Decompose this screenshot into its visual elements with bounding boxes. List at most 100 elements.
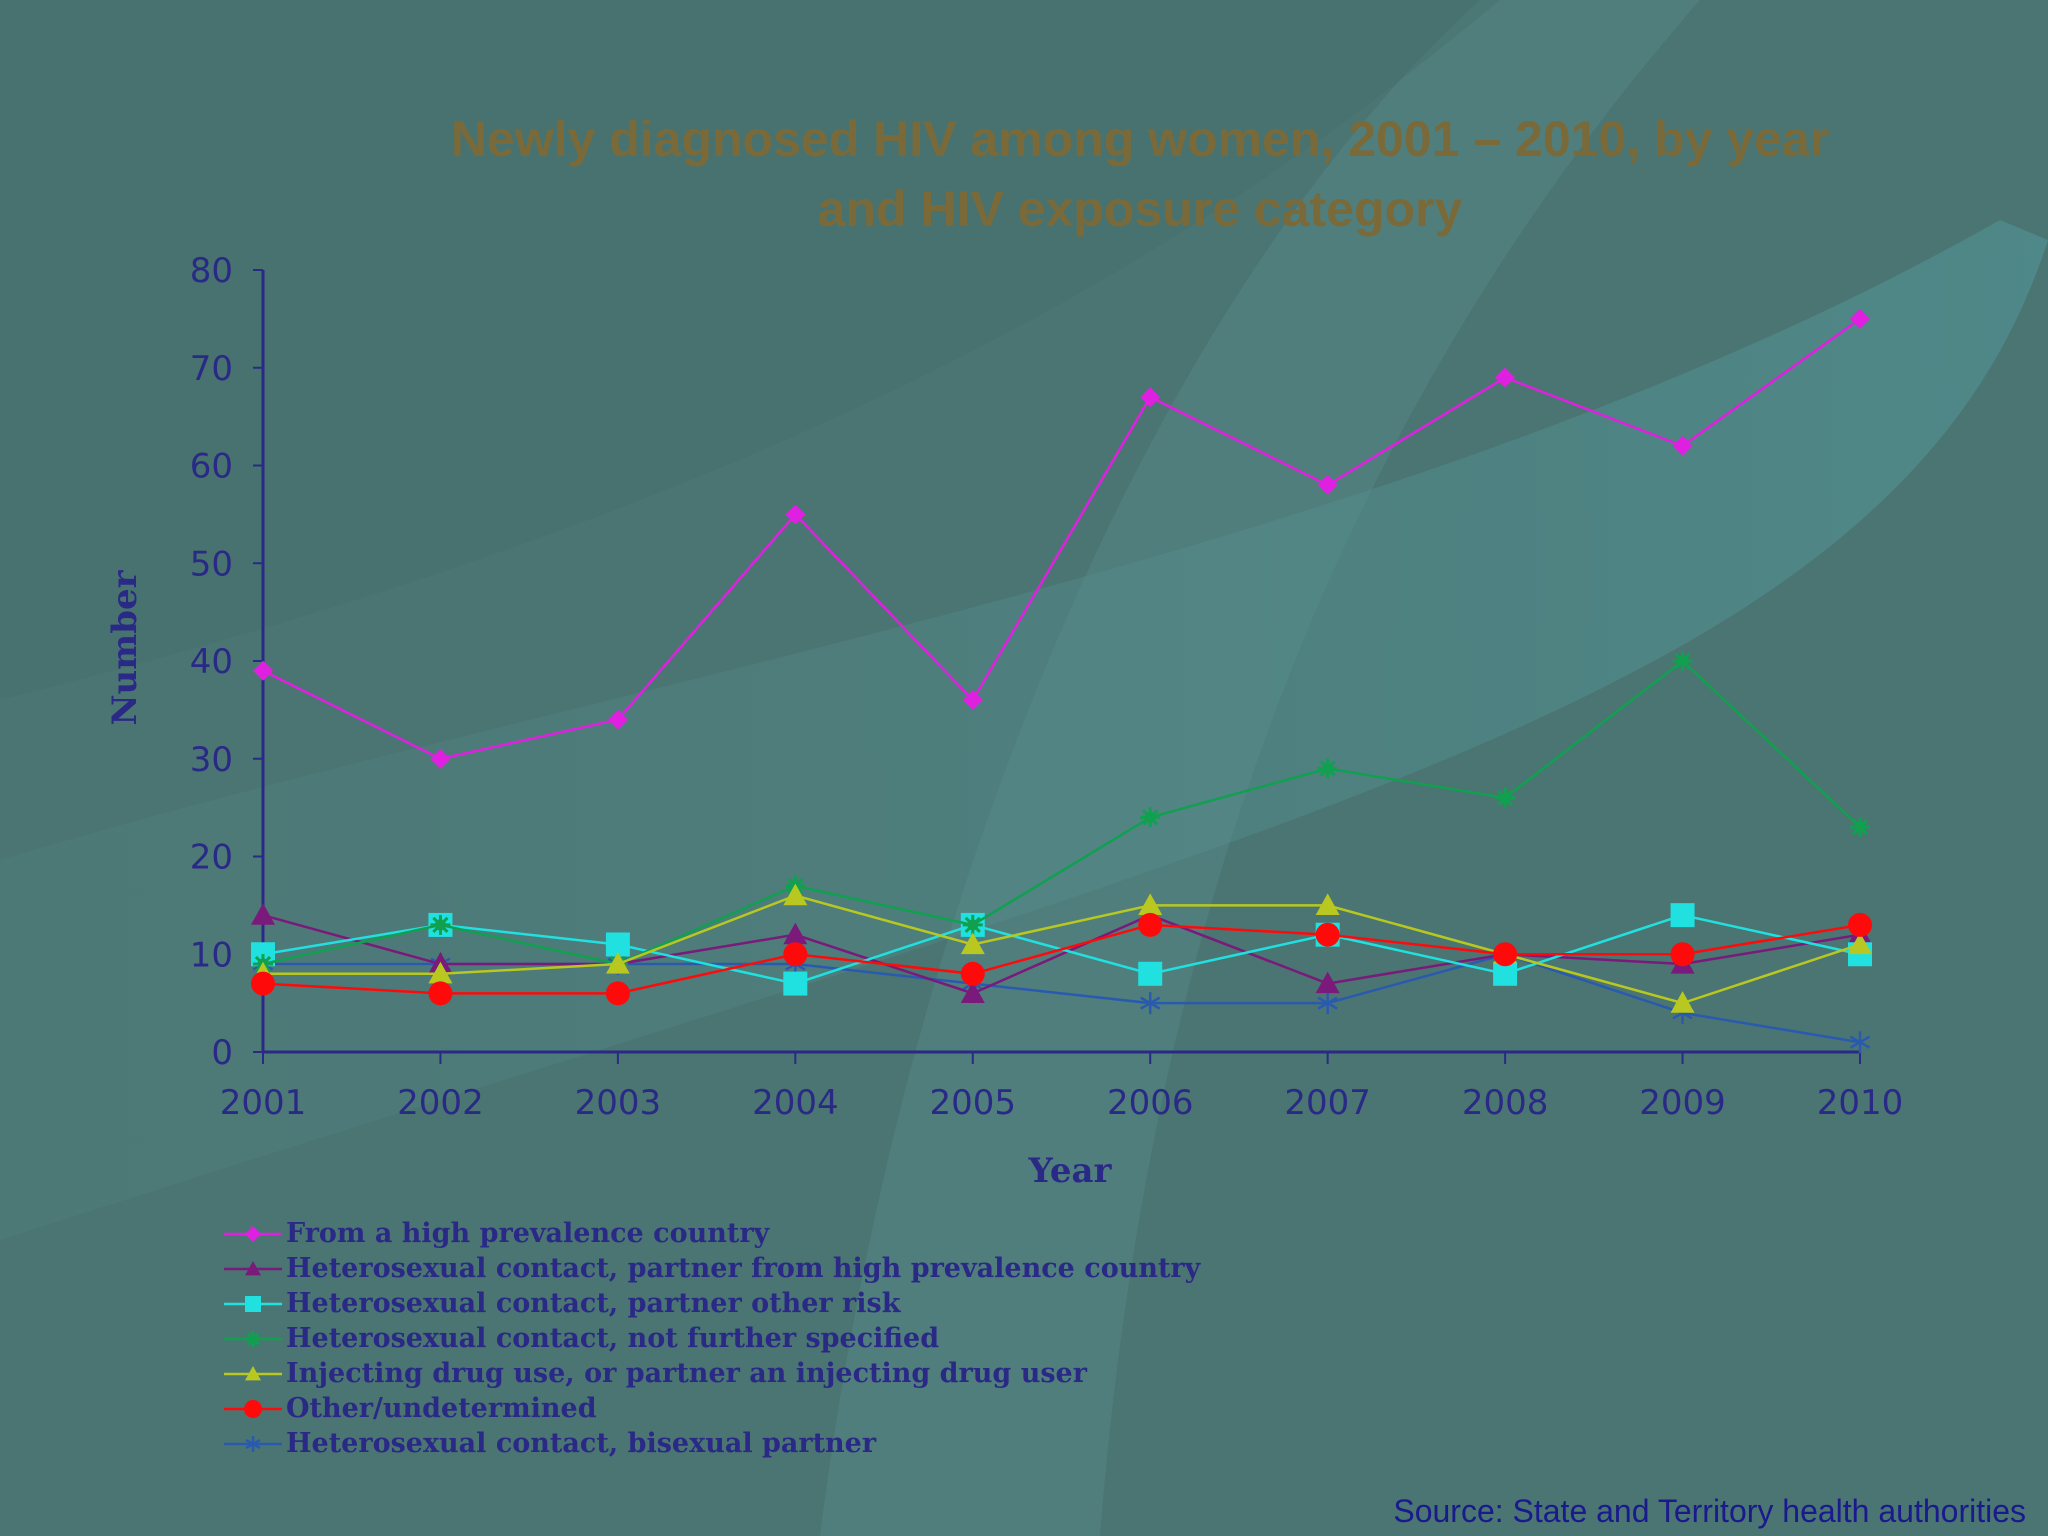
x-tick-label: 2001 <box>220 1083 307 1123</box>
y-tick-label: 70 <box>190 349 233 389</box>
star-marker-ray <box>246 1331 260 1346</box>
data-point <box>783 922 808 945</box>
x-tick-label: 2006 <box>1107 1083 1194 1123</box>
data-point <box>1495 367 1516 388</box>
data-point <box>605 981 630 1006</box>
series-line <box>263 894 1861 1005</box>
data-point <box>607 709 628 730</box>
legend-swatch <box>224 1295 282 1312</box>
data-point <box>1138 893 1163 915</box>
legend-swatch <box>224 1260 282 1275</box>
legend-label: Other/undetermined <box>286 1393 597 1424</box>
source-note: Source: State and Territory health autho… <box>1393 1493 2026 1529</box>
chart-series-layer <box>251 308 1872 1054</box>
data-point <box>962 690 983 711</box>
legend-label: Heterosexual contact, partner other risk <box>286 1288 901 1319</box>
legend-swatch <box>224 1365 282 1380</box>
data-point <box>1849 1031 1871 1054</box>
data-point <box>1672 435 1693 456</box>
legend-item: Injecting drug use, or partner an inject… <box>222 1356 1200 1391</box>
legend-swatch-marker <box>244 1399 262 1418</box>
legend-item: Heterosexual contact, partner from high … <box>222 1251 1200 1286</box>
data-point <box>1140 387 1161 408</box>
x-tick-label: 2009 <box>1639 1083 1726 1123</box>
data-point <box>1493 942 1518 967</box>
data-point <box>962 914 983 935</box>
data-point <box>1140 807 1161 828</box>
legend-item: Heterosexual contact, partner other risk <box>222 1286 1200 1321</box>
x-tick-label: 2005 <box>930 1083 1017 1123</box>
asterisk-marker-ray <box>245 1438 261 1449</box>
y-tick-label: 40 <box>190 642 233 682</box>
data-point <box>251 903 275 925</box>
y-tick-label: 10 <box>190 935 233 975</box>
legend-swatch <box>224 1435 282 1452</box>
legend-label: Injecting drug use, or partner an inject… <box>286 1358 1087 1389</box>
y-tick-label: 80 <box>190 251 233 291</box>
legend-swatch-marker <box>245 1225 261 1242</box>
series-line <box>262 659 1861 966</box>
star-marker-ray <box>964 916 981 934</box>
y-tick-label: 20 <box>190 838 233 878</box>
chart-title-line-1: Newly diagnosed HIV among women, 2001 – … <box>450 111 1830 167</box>
asterisk-marker-ray <box>1140 996 1161 1010</box>
legend-swatch-marker <box>245 1330 261 1347</box>
chart-legend: From a high prevalence country Heterosexu… <box>222 1216 1200 1461</box>
data-point <box>1670 991 1695 1013</box>
y-axis-label: Number <box>105 569 145 725</box>
legend-item: Heterosexual contact, bisexual partner <box>222 1426 1200 1461</box>
data-point <box>783 883 808 906</box>
legend-swatch-marker <box>245 1365 261 1380</box>
data-point <box>1138 912 1163 937</box>
data-point <box>960 981 985 1003</box>
series-line <box>262 317 1861 761</box>
legend-swatch <box>224 1399 282 1418</box>
data-point <box>1315 971 1340 994</box>
series-line <box>262 923 1861 995</box>
asterisk-marker-ray <box>1849 1035 1871 1049</box>
data-point <box>1317 758 1338 779</box>
x-tick-label: 2004 <box>752 1083 839 1123</box>
data-point <box>1850 308 1870 329</box>
data-point <box>1670 942 1695 967</box>
data-point <box>1315 922 1340 947</box>
data-point <box>428 981 453 1006</box>
x-tick-label: 2010 <box>1817 1083 1904 1123</box>
legend-swatch-marker <box>245 1435 261 1452</box>
legend-item: From a high prevalence country <box>222 1216 1200 1251</box>
x-tick-label: 2008 <box>1462 1083 1549 1123</box>
data-point <box>251 971 275 996</box>
star-marker-ray <box>1142 809 1159 826</box>
data-point <box>430 914 451 935</box>
data-point <box>785 504 806 525</box>
data-point <box>783 942 808 967</box>
legend-item: Heterosexual contact, not further specif… <box>222 1321 1200 1356</box>
y-tick-label: 0 <box>211 1033 233 1073</box>
x-axis-label: Year <box>1028 1151 1113 1191</box>
data-point <box>960 932 985 955</box>
legend-label: Heterosexual contact, bisexual partner <box>286 1428 877 1459</box>
data-point <box>1317 475 1338 496</box>
asterisk-marker-ray <box>1317 996 1338 1010</box>
data-point <box>1672 651 1693 671</box>
legend-label: From a high prevalence country <box>286 1218 770 1249</box>
y-tick-label: 50 <box>190 544 233 584</box>
x-tick-label: 2007 <box>1284 1083 1371 1123</box>
star-marker-ray <box>1674 652 1691 670</box>
star-marker-ray <box>432 916 449 934</box>
legend-label: Heterosexual contact, not further specif… <box>286 1323 940 1354</box>
data-point <box>605 952 630 974</box>
data-point <box>430 748 451 769</box>
y-tick-label: 30 <box>190 740 233 780</box>
data-point <box>1848 932 1872 955</box>
star-marker-ray <box>1319 760 1336 777</box>
y-tick-label: 60 <box>190 447 233 487</box>
star-marker-ray <box>1851 819 1869 836</box>
data-point <box>1138 961 1163 986</box>
data-point <box>783 971 808 996</box>
data-point <box>1315 893 1340 915</box>
x-tick-label: 2002 <box>397 1083 484 1123</box>
data-point <box>1670 903 1695 928</box>
